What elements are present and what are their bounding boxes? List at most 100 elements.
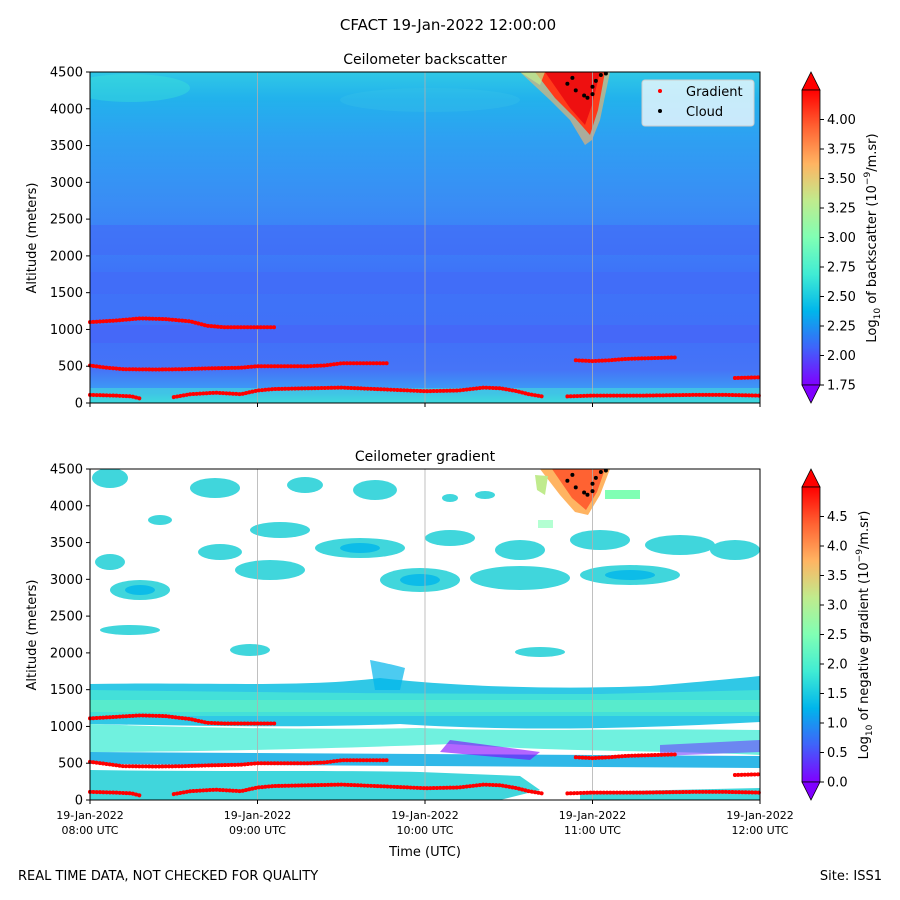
colorbar-tick-label: 3.00 <box>827 231 856 246</box>
colorbar-tick-label: 2.5 <box>827 628 848 643</box>
cloud-point <box>590 92 595 97</box>
gradient-series-2 <box>88 789 143 798</box>
y-tick-label: 4500 <box>50 66 83 81</box>
y-tick-label: 0 <box>75 794 83 809</box>
gradient-colorbar: 0.0 0.5 1.0 1.5 2.0 2.5 3.0 3.5 4.0 4.5 Log10 of … <box>801 468 875 801</box>
legend-cloud-marker <box>658 109 662 113</box>
backscatter-gridlines <box>257 72 593 403</box>
colorbar-tick-label: 3.5 <box>827 569 848 584</box>
gradient-series-1 <box>88 758 391 769</box>
colorbar-tick-label: 0.0 <box>827 776 848 791</box>
colorbar-tick-label: 4.5 <box>827 510 848 525</box>
y-tick-label: 1500 <box>50 286 83 301</box>
colorbar-tick-label: 3.25 <box>827 202 856 217</box>
gradient-series-4 <box>565 789 762 796</box>
legend-gradient-marker <box>658 89 662 93</box>
gradient-series-5 <box>573 752 679 761</box>
colorbar-tick-label: 2.50 <box>827 290 856 305</box>
colorbar-tick-label: 3.50 <box>827 172 856 187</box>
y-tick-label: 2000 <box>50 249 83 264</box>
backscatter-cloud-points <box>565 71 608 100</box>
cloud-point <box>582 490 587 495</box>
colorbar-tick-label: 1.75 <box>827 379 856 394</box>
x-tick-time: 09:00 UTC <box>229 824 286 837</box>
cloud-point <box>565 478 570 483</box>
gradient-gridlines <box>257 469 593 800</box>
colorbar-tick-label: 1.5 <box>827 687 848 702</box>
gradient-series-5 <box>573 355 679 364</box>
cloud-point <box>598 72 603 77</box>
x-tick-date: 19-Jan-2022 <box>224 809 292 822</box>
y-tick-label: 4000 <box>50 499 83 514</box>
backscatter-ylabel: Altitude (meters) <box>25 183 40 294</box>
gradient-series-2 <box>88 392 143 401</box>
gradient-xlabel: Time (UTC) <box>388 845 461 860</box>
gradient-series-1 <box>88 361 391 372</box>
y-tick-label: 3000 <box>50 573 83 588</box>
gradient-ylabel: Altitude (meters) <box>25 580 40 691</box>
y-tick-label: 2500 <box>50 213 83 228</box>
cloud-point <box>590 84 595 89</box>
gradient-title: Ceilometer gradient <box>355 449 496 465</box>
gradient-panel: Ceilometer gradient <box>25 449 875 860</box>
gradient-series-4 <box>565 392 762 399</box>
colorbar-tick-label: 3.0 <box>827 599 848 614</box>
cloud-point <box>585 492 590 497</box>
x-tick-date: 19-Jan-2022 <box>726 809 794 822</box>
gradient-series-0 <box>88 713 277 726</box>
gradient-gradient-series <box>88 713 762 798</box>
cloud-point <box>585 95 590 100</box>
colorbar-tick-label: 4.00 <box>827 113 856 128</box>
gradient-series-0 <box>88 316 277 330</box>
y-tick-label: 500 <box>58 360 83 375</box>
y-tick-label: 0 <box>75 397 83 412</box>
y-tick-label: 4000 <box>50 102 83 117</box>
y-tick-label: 500 <box>58 757 83 772</box>
y-tick-label: 4500 <box>50 463 83 478</box>
figure-suptitle: CFACT 19-Jan-2022 12:00:00 <box>340 16 556 34</box>
x-tick-time: 11:00 UTC <box>564 824 621 837</box>
colorbar-tick-label: 2.00 <box>827 349 856 364</box>
y-tick-label: 1000 <box>50 720 83 735</box>
cloud-point <box>570 472 575 477</box>
gradient-cloud-points <box>565 468 608 497</box>
colorbar-tick-label: 0.5 <box>827 746 848 761</box>
site-label: Site: ISS1 <box>819 869 882 884</box>
backscatter-gradient-series <box>88 316 762 401</box>
backscatter-x-axis <box>89 403 761 407</box>
colorbar-tick-label: 2.0 <box>827 658 848 673</box>
cloud-point <box>593 475 598 480</box>
cloud-point <box>593 78 598 83</box>
y-tick-label: 3500 <box>50 536 83 551</box>
cloud-point <box>590 489 595 494</box>
gradient-series-3 <box>171 385 545 400</box>
colorbar-tick-label: 4.0 <box>827 540 848 555</box>
y-tick-label: 2000 <box>50 646 83 661</box>
x-tick-date: 19-Jan-2022 <box>391 809 459 822</box>
y-tick-label: 2500 <box>50 610 83 625</box>
cloud-point <box>570 75 575 80</box>
backscatter-y-axis: 0 500 1000 1500 2000 2500 3000 3500 4000 4500 <box>50 66 90 412</box>
y-tick-label: 3500 <box>50 139 83 154</box>
y-tick-label: 3000 <box>50 176 83 191</box>
gradient-colorbar-label: Log10 of negative gradient (10−9/m.sr) <box>855 511 875 760</box>
colorbar-tick-label: 3.75 <box>827 143 856 158</box>
x-tick-time: 10:00 UTC <box>396 824 453 837</box>
gradient-series-6 <box>732 772 762 777</box>
x-tick-date: 19-Jan-2022 <box>56 809 124 822</box>
x-tick-time: 08:00 UTC <box>61 824 118 837</box>
legend-gradient-label: Gradient <box>686 85 743 100</box>
x-tick-time: 12:00 UTC <box>731 824 788 837</box>
gradient-y-axis: 0 500 1000 1500 2000 2500 3000 3500 4000 4500 <box>50 463 90 809</box>
quality-disclaimer: REAL TIME DATA, NOT CHECKED FOR QUALITY <box>18 869 319 884</box>
cloud-point <box>598 469 603 474</box>
colorbar-tick-label: 1.0 <box>827 717 848 732</box>
legend-box <box>641 79 755 127</box>
cloud-point <box>573 88 578 93</box>
colorbar-tick-label: 2.75 <box>827 261 856 276</box>
backscatter-colorbar-label: Log10 of backscatter (10−9/m.sr) <box>863 133 883 342</box>
cloud-point <box>590 481 595 486</box>
colorbar-tick-label: 2.25 <box>827 320 856 335</box>
x-tick-date: 19-Jan-2022 <box>559 809 627 822</box>
